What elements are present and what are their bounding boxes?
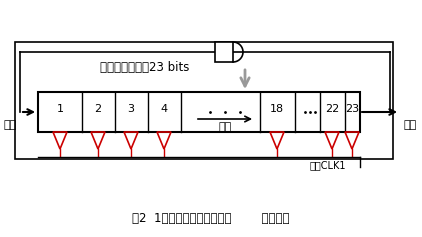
Text: 并行数据初始化23 bits: 并行数据初始化23 bits — [100, 60, 189, 73]
Text: 4: 4 — [160, 104, 168, 114]
Text: 输入: 输入 — [3, 120, 16, 130]
Text: 输出: 输出 — [403, 120, 417, 130]
Text: 右移: 右移 — [218, 122, 232, 132]
Bar — [15, 42, 393, 159]
Text: 23: 23 — [345, 104, 359, 114]
Text: 2: 2 — [95, 104, 102, 114]
Text: 22: 22 — [325, 104, 339, 114]
Bar — [38, 92, 360, 132]
Text: 图2  1个位宽的数据激励模块        实现结构: 图2 1个位宽的数据激励模块 实现结构 — [132, 213, 290, 225]
Bar — [215, 42, 233, 62]
Text: 18: 18 — [270, 104, 284, 114]
Text: 3: 3 — [127, 104, 135, 114]
Text: 时钟CLK1: 时钟CLK1 — [310, 160, 346, 170]
Text: 1: 1 — [57, 104, 63, 114]
